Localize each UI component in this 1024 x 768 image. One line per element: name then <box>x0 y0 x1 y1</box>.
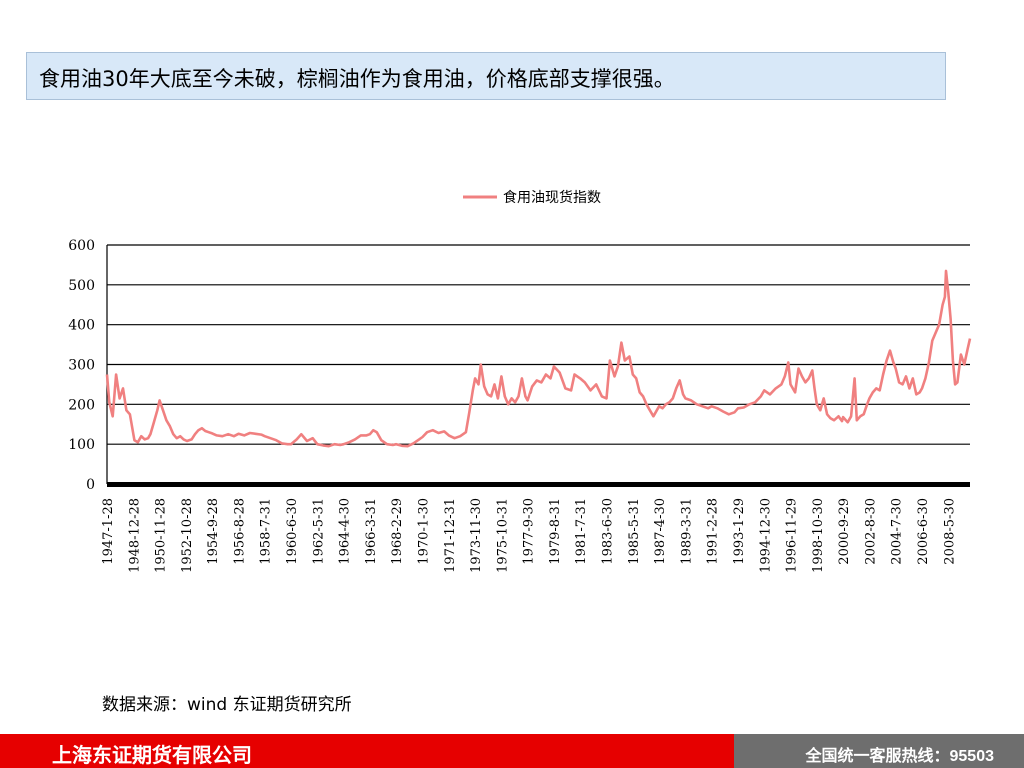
y-tick-label: 600 <box>68 238 95 254</box>
x-tick-label: 1947-1-28 <box>101 498 116 565</box>
chart-legend: 食用油现货指数 <box>463 189 601 206</box>
y-tick-label: 500 <box>68 278 95 294</box>
x-tick-label: 1979-8-31 <box>548 498 563 565</box>
x-tick-label: 1981-7-31 <box>574 498 589 565</box>
x-tick-label: 1968-2-29 <box>390 498 405 565</box>
x-tick-label: 1966-3-31 <box>364 498 379 565</box>
x-tick-label: 1950-11-28 <box>154 498 169 573</box>
x-tick-label: 1971-12-31 <box>443 498 458 573</box>
y-axis-ticks: 0 100 200 300 400 500 600 <box>68 238 95 493</box>
company-name: 上海东证期货有限公司 <box>52 743 252 767</box>
x-tick-label: 1975-10-31 <box>495 498 510 573</box>
x-tick-label: 1970-1-30 <box>416 498 431 565</box>
x-tick-label: 1994-12-30 <box>758 498 773 573</box>
headline-text: 食用油30年大底至今未破，棕榈油作为食用油，价格底部支撑很强。 <box>39 67 675 91</box>
x-tick-label: 1985-5-31 <box>627 498 642 565</box>
x-tick-label: 1993-1-29 <box>732 498 747 565</box>
x-axis-band <box>107 482 970 487</box>
headline-banner: 食用油30年大底至今未破，棕榈油作为食用油，价格底部支撑很强。 <box>26 52 946 100</box>
x-tick-label: 1989-3-31 <box>679 498 694 565</box>
x-tick-label: 1964-4-30 <box>338 498 353 565</box>
y-tick-label: 400 <box>68 318 95 334</box>
y-tick-label: 200 <box>68 397 95 413</box>
legend-label: 食用油现货指数 <box>503 189 601 206</box>
x-tick-label: 1996-11-29 <box>785 498 800 573</box>
series-line-edible-oil-index <box>105 269 972 448</box>
plot-area <box>105 269 972 448</box>
x-tick-label: 1983-6-30 <box>601 498 616 565</box>
chart-gridlines <box>106 244 970 487</box>
x-tick-label: 2002-8-30 <box>863 498 878 565</box>
x-tick-label: 1954-9-28 <box>206 498 221 565</box>
x-tick-label: 1991-2-28 <box>706 498 721 565</box>
data-source-note: 数据来源：wind 东证期货研究所 <box>102 695 352 715</box>
x-tick-label: 1956-8-28 <box>232 498 247 565</box>
x-axis-ticks: 1947-1-28 1948-12-28 1950-11-28 1952-10-28 1… <box>101 498 957 573</box>
x-tick-label: 1998-10-30 <box>811 498 826 573</box>
service-hotline: 全国统一客服热线：95503 <box>805 748 995 765</box>
x-tick-label: 2008-5-30 <box>942 498 957 565</box>
x-tick-label: 1958-7-31 <box>259 498 274 565</box>
footer-gray-band: 全国统一客服热线：95503 <box>734 734 1024 768</box>
x-tick-label: 1960-6-30 <box>285 498 300 565</box>
y-tick-label: 0 <box>86 477 95 493</box>
y-tick-label: 100 <box>68 437 95 453</box>
x-tick-label: 1973-11-30 <box>469 498 484 573</box>
x-tick-label: 2006-6-30 <box>916 498 931 565</box>
footer-red-band: 上海东证期货有限公司 <box>0 734 734 768</box>
footer-bar: 上海东证期货有限公司 全国统一客服热线：95503 <box>0 734 1024 768</box>
x-tick-label: 2000-9-29 <box>837 498 852 565</box>
x-tick-label: 1987-4-30 <box>653 498 668 565</box>
x-tick-label: 1977-9-30 <box>522 498 537 565</box>
y-tick-label: 300 <box>68 358 95 374</box>
x-tick-label: 1948-12-28 <box>127 498 142 573</box>
x-tick-label: 1952-10-28 <box>180 498 195 573</box>
x-tick-label: 2004-7-30 <box>890 498 905 565</box>
x-tick-label: 1962-5-31 <box>311 498 326 565</box>
